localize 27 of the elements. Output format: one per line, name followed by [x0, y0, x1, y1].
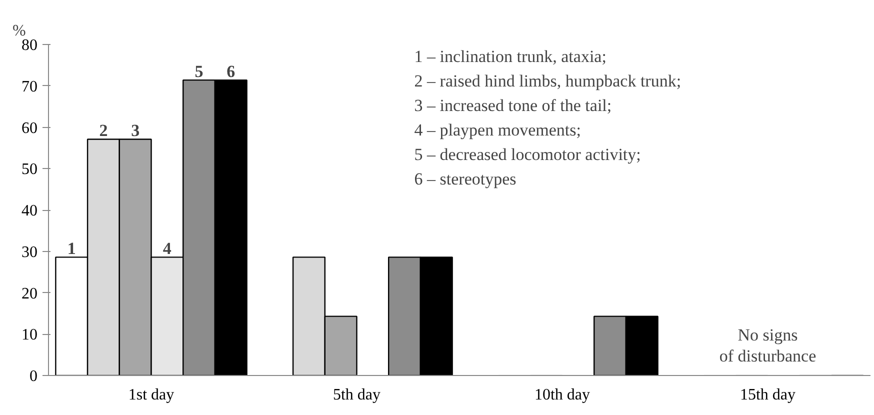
annotation: 3 – increased tone of the tail;: [414, 96, 612, 115]
y-axis-title: %: [12, 22, 26, 40]
series-label: 5: [194, 62, 204, 82]
annotation: 6 – stereotypes: [414, 170, 516, 188]
annotation: 2 – raised hind limbs, humpback trunk;: [414, 72, 682, 90]
annotation: 5 – decreased locomotor activity;: [414, 145, 641, 164]
y-tick-label: 30: [22, 244, 38, 261]
y-tick-label: 60: [22, 120, 38, 137]
series-label: 3: [131, 121, 140, 140]
annotation: 4 – playpen movements;: [414, 120, 581, 140]
series-label: 4: [162, 239, 172, 258]
x-tick-label: 1st day: [128, 386, 174, 404]
annotation: No signs of disturbance: [719, 326, 816, 366]
y-tick-label: 0: [30, 368, 38, 385]
y-tick-label: 20: [22, 285, 38, 302]
y-tick-label: 40: [22, 202, 38, 220]
series-label: 2: [99, 121, 108, 140]
x-tick-label: 15th day: [740, 386, 796, 404]
y-tick-label: 80: [22, 37, 38, 54]
x-tick-label: 10th day: [534, 386, 590, 404]
y-tick-label: 70: [22, 78, 38, 96]
y-tick-label: 10: [22, 326, 38, 344]
y-tick-label: 50: [22, 161, 38, 178]
series-label: 6: [226, 62, 236, 82]
series-label: 1: [67, 239, 76, 258]
x-tick-label: 5th day: [332, 386, 381, 404]
annotation: 1 – inclination trunk, ataxia;: [414, 47, 606, 66]
